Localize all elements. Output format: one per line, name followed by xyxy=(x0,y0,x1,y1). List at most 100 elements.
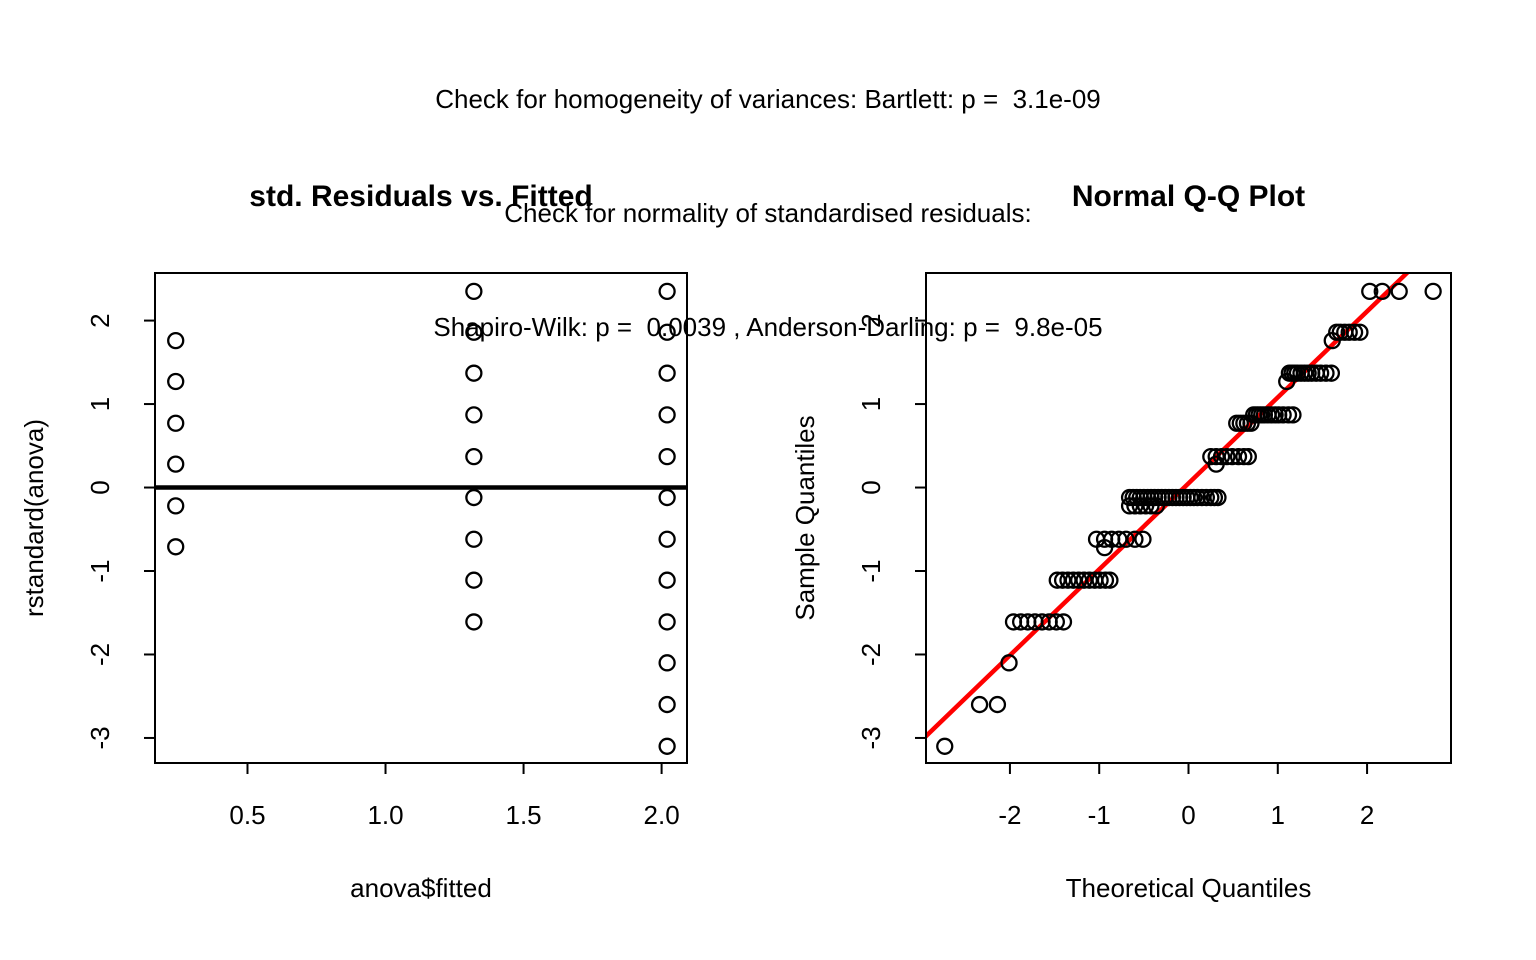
y-axis-title: rstandard(anova) xyxy=(19,419,49,617)
data-point xyxy=(1373,282,1391,301)
diagnostics-header: Check for homogeneity of variances: Bart… xyxy=(0,4,1536,422)
data-point xyxy=(465,613,483,631)
data-point xyxy=(167,538,185,556)
y-axis-tick-label: -2 xyxy=(856,643,886,666)
plot-box xyxy=(154,272,688,764)
data-point xyxy=(1142,497,1160,515)
data-point xyxy=(1278,372,1296,391)
data-point xyxy=(658,737,676,755)
data-point xyxy=(1361,282,1379,301)
x-axis-title: anova$fitted xyxy=(350,873,492,903)
y-axis-tick-label: 0 xyxy=(85,480,115,494)
data-point xyxy=(465,406,483,424)
data-point xyxy=(988,695,1007,714)
data-point xyxy=(1235,447,1253,466)
x-axis-tick-label: 0.5 xyxy=(229,800,265,830)
data-point xyxy=(1279,406,1298,424)
normality-check-line: Check for normality of standardised resi… xyxy=(504,198,1032,228)
data-point xyxy=(1091,571,1109,589)
data-point xyxy=(1390,282,1408,301)
data-point xyxy=(658,571,676,589)
data-point xyxy=(1126,530,1144,548)
x-axis-tick-label: -1 xyxy=(1088,800,1111,830)
data-point xyxy=(658,364,676,382)
y-axis-tick-label: 2 xyxy=(85,313,115,327)
data-point xyxy=(1207,455,1225,473)
data-point xyxy=(1424,282,1442,301)
data-point xyxy=(1311,364,1330,382)
y-axis-tick-label: -1 xyxy=(856,559,886,582)
residuals-vs-fitted-plot: 0.5 1.0 1.5 2.0 2 1 0 -1 -2 -3 std. Residuals vs. … xyxy=(19,180,688,903)
data-point xyxy=(167,414,185,432)
data-point xyxy=(1117,530,1135,548)
x-axis-tick-label: 1.5 xyxy=(505,800,541,830)
data-point xyxy=(465,282,483,301)
data-point xyxy=(1096,571,1115,589)
plot-title: Normal Q-Q Plot xyxy=(1072,180,1305,213)
x-axis-tick-label: 1 xyxy=(1271,800,1285,830)
y-axis-tick-label: 0 xyxy=(856,480,886,494)
data-point xyxy=(936,737,954,755)
data-point xyxy=(1101,571,1119,589)
data-point xyxy=(1209,488,1227,507)
data-point xyxy=(658,695,676,714)
data-point xyxy=(465,530,483,548)
plot-box xyxy=(925,272,1452,764)
data-point xyxy=(1239,447,1257,466)
data-point xyxy=(1188,488,1207,507)
data-point xyxy=(970,695,989,714)
x-axis-title: Theoretical Quantiles xyxy=(1066,873,1312,903)
data-point xyxy=(1323,331,1341,350)
data-point xyxy=(167,331,185,350)
data-point xyxy=(167,455,185,473)
y-axis-tick-label: 1 xyxy=(856,397,886,411)
bartlett-test-line: Check for homogeneity of variances: Bart… xyxy=(435,84,1101,114)
data-point xyxy=(465,364,483,382)
y-axis-tick-label: 1 xyxy=(85,397,115,411)
y-axis-tick-label: -3 xyxy=(85,726,115,749)
y-axis-tick-label: -2 xyxy=(85,643,115,666)
data-point xyxy=(1274,406,1292,424)
data-point xyxy=(1136,497,1155,515)
data-point xyxy=(658,406,676,424)
data-point xyxy=(658,282,676,301)
data-point xyxy=(1047,613,1066,631)
data-point xyxy=(465,571,483,589)
data-point xyxy=(658,613,676,631)
data-point xyxy=(1351,323,1369,341)
data-point xyxy=(658,323,676,341)
data-point xyxy=(1134,530,1152,548)
data-point xyxy=(1147,497,1166,515)
y-axis-title: Sample Quantiles xyxy=(790,415,820,620)
data-point xyxy=(1317,364,1335,382)
data-point xyxy=(1345,323,1364,341)
data-point xyxy=(1284,406,1302,424)
data-point xyxy=(658,488,676,507)
y-axis-tick-label: -3 xyxy=(856,726,886,749)
x-axis-tick-label: -2 xyxy=(998,800,1021,830)
data-point xyxy=(1095,538,1114,557)
data-point xyxy=(465,488,483,507)
data-point xyxy=(658,530,676,548)
x-axis-tick-label: 1.0 xyxy=(367,800,403,830)
data-point xyxy=(465,323,483,341)
x-axis-tick-label: 0 xyxy=(1181,800,1195,830)
data-point xyxy=(465,447,483,466)
data-point xyxy=(1229,447,1248,466)
y-axis-tick-label: -1 xyxy=(85,559,115,582)
plot-title: std. Residuals vs. Fitted xyxy=(249,180,592,213)
data-point xyxy=(658,447,676,466)
data-point xyxy=(1242,414,1260,432)
x-axis-tick-label: 2 xyxy=(1360,800,1374,830)
data-point xyxy=(1000,654,1018,672)
y-axis-tick-label: 2 xyxy=(856,313,886,327)
data-point xyxy=(167,372,185,391)
data-point xyxy=(1197,488,1216,507)
normal-qq-plot: -2 -1 0 1 2 2 1 0 -1 -2 -3 Normal Q-Q Plot Theoretic… xyxy=(790,180,1452,903)
data-point xyxy=(1054,613,1073,631)
data-point xyxy=(1322,364,1341,382)
x-axis-tick-label: 2.0 xyxy=(644,800,680,830)
data-point xyxy=(658,654,676,672)
